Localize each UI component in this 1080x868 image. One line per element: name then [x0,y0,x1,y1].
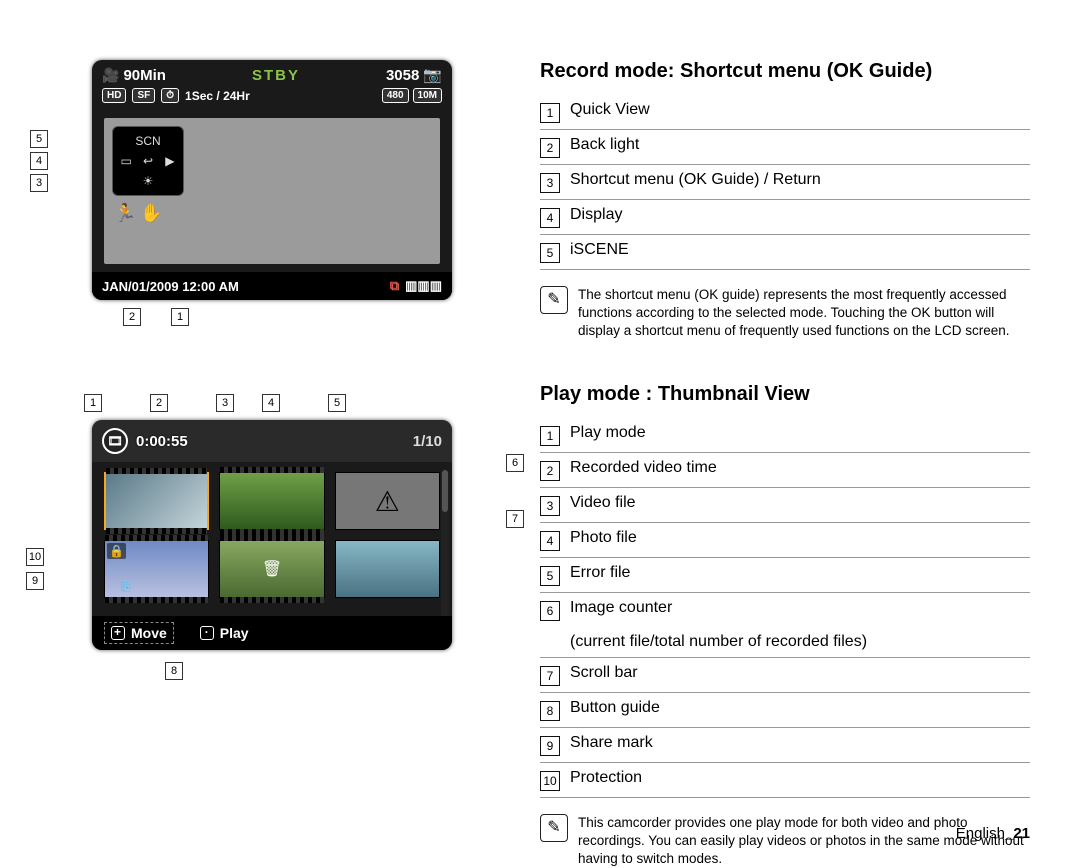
record-left-callouts: 5 4 3 [30,130,48,192]
thumbnail-protected[interactable]: 🔒 ⎘ [104,540,209,598]
thumbnail-photo[interactable] [335,540,440,598]
item-display: Display [570,206,622,224]
page-number: English_21 [956,825,1030,842]
item-iscene: iSCENE [570,241,629,259]
item-recorded-time: Recorded video time [570,459,717,477]
play-label: Play [220,625,249,641]
item-protection: Protection [570,769,642,787]
trash-icon: 🗑 [262,559,282,579]
callout-8: 8 [165,662,183,680]
button-guide: Move Play [92,616,452,650]
play-item-list: 1Play mode 2Recorded video time 3Video f… [540,418,1030,798]
quality-badge: SF [132,88,155,103]
item-back-light: Back light [570,136,639,154]
camera-icon: 📷 [423,66,442,84]
item-video-file: Video file [570,494,636,512]
item-error-file: Error file [570,564,630,582]
play-icon: ▶ [165,154,174,168]
photo-count: 3058 [386,67,419,84]
share-icon: ⎘ [121,580,131,595]
callout-4: 4 [30,152,48,170]
move-btn-icon [111,626,125,640]
note-icon: ✎ [540,814,568,842]
status-stby: STBY [252,67,300,84]
item-photo-file: Photo file [570,529,637,547]
backlight-icon: ☀ [143,174,154,188]
mp-badge: 10M [413,88,442,103]
callout-5: 5 [30,130,48,148]
play-section-title: Play mode : Thumbnail View [540,383,1030,406]
play-lcd: 🎞 0:00:55 1/10 ⚠ 🔒 ⎘ 🗑 [92,420,452,650]
record-note: ✎ The shortcut menu (OK guide) represent… [540,286,1030,341]
callout-2: 2 [123,308,141,326]
thumbnail-grid: ⚠ 🔒 ⎘ 🗑 [92,462,452,608]
image-counter: 1/10 [413,433,442,450]
record-section-title: Record mode: Shortcut menu (OK Guide) [540,60,1030,83]
thumbnail-error[interactable]: ⚠ [335,472,440,530]
play-left-callouts: 10 9 [26,548,44,590]
thumbnail-video[interactable] [219,472,324,530]
running-icon: 🏃 [114,203,136,224]
interval-text: 1Sec / 24Hr [185,89,250,103]
image-counter-sub: (current file/total number of recorded f… [540,627,1030,658]
play-mode-icon: 🎞 [102,428,128,454]
thumbnail-delete[interactable]: 🗑 [219,540,324,598]
scrollbar-thumb[interactable] [442,470,448,512]
recorded-time: 0:00:55 [136,433,188,450]
item-quick-view: Quick View [570,101,650,119]
return-icon: ↩ [143,154,153,168]
callout-1: 1 [171,308,189,326]
warning-icon: ⚠ [375,485,400,518]
play-top-callouts: 1 2 3 4 5 [84,394,394,412]
record-item-list: 1Quick View 2Back light 3Shortcut menu (… [540,95,1030,270]
record-lcd: 🎥90Min STBY 3058📷 HD SF ⏱ 1Sec / 24Hr 48… [92,60,452,300]
note-icon: ✎ [540,286,568,314]
display-icon: ▭ [120,154,131,168]
item-play-mode: Play mode [570,424,646,442]
datetime: JAN/01/2009 12:00 AM [102,279,239,294]
timer-icon: ⏱ [161,88,179,103]
item-button-guide: Button guide [570,699,660,717]
scn-icon: SCN [135,134,160,148]
card-warning-icon: ⧉ [390,278,399,294]
item-share-mark: Share mark [570,734,653,752]
hand-icon: ✋ [140,203,162,224]
battery-icon: ▥▥▥ [405,278,442,294]
item-image-counter: Image counter [570,599,672,617]
camcorder-icon: 🎥 [102,67,119,84]
lock-icon: 🔒 [107,543,126,559]
item-scroll-bar: Scroll bar [570,664,638,682]
hd-badge: HD [102,88,126,103]
preview-area: SCN ▭ ↩ ▶ ☀ 🏃 ✋ [104,118,440,264]
play-btn-icon [200,626,214,640]
thumbnail-video-selected[interactable] [104,472,209,530]
time-remaining: 90Min [123,67,166,84]
ok-guide-panel: SCN ▭ ↩ ▶ ☀ [112,126,184,196]
callout-3: 3 [30,174,48,192]
item-shortcut-menu: Shortcut menu (OK Guide) / Return [570,171,821,189]
record-bottom-callouts: 2 1 [123,308,189,326]
move-label: Move [131,625,167,641]
play-right-callouts: 6 7 [506,454,524,528]
res-badge: 480 [382,88,409,103]
